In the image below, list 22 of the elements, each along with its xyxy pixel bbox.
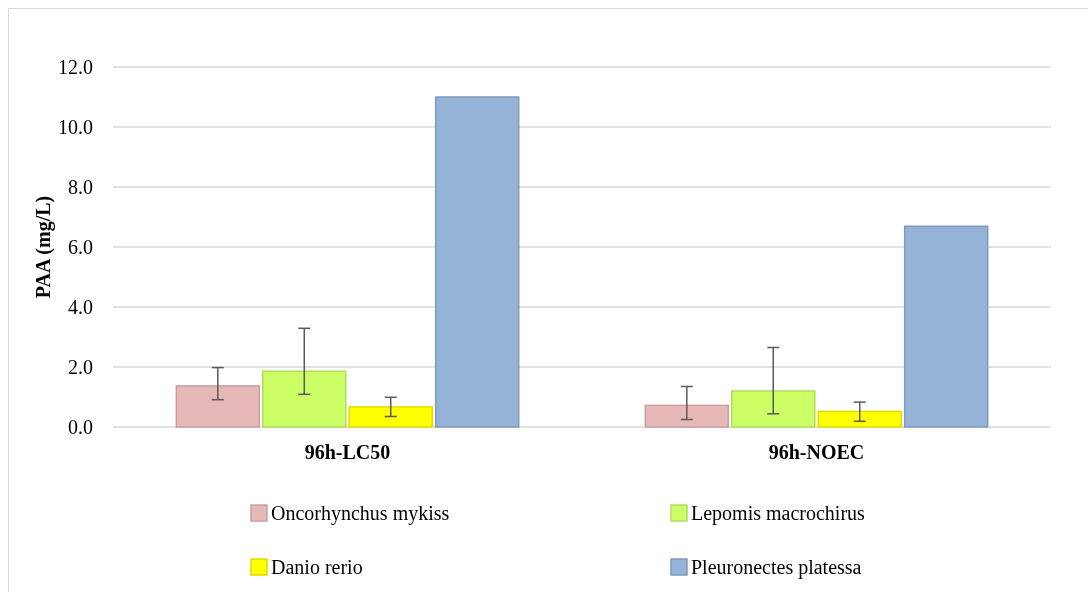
x-tick-label: 96h-NOEC (768, 441, 865, 463)
bar (434, 96, 520, 428)
bar (262, 370, 347, 428)
y-tick-label: 4.0 (68, 296, 93, 318)
x-tick-label: 96h-LC50 (304, 441, 391, 463)
y-tick-label: 12.0 (58, 56, 93, 78)
y-tick-label: 2.0 (68, 356, 93, 378)
legend-label: Lepomis macrochirus (691, 502, 866, 525)
y-tick-label: 8.0 (68, 176, 93, 198)
bar (644, 404, 730, 428)
y-tick-label: 6.0 (68, 236, 93, 258)
bar (903, 225, 989, 428)
y-axis-title: PAA (mg/L) (32, 195, 55, 299)
y-tick-label: 0.0 (68, 416, 93, 438)
bar (817, 410, 902, 428)
bar (731, 390, 816, 428)
y-tick-label: 10.0 (58, 116, 93, 138)
legend-label: Oncorhynchus mykiss (271, 502, 450, 525)
legend-label: Danio rerio (271, 556, 363, 578)
legend-label: Pleuronectes platessa (691, 556, 862, 579)
bar (175, 385, 261, 428)
bar (348, 406, 433, 428)
